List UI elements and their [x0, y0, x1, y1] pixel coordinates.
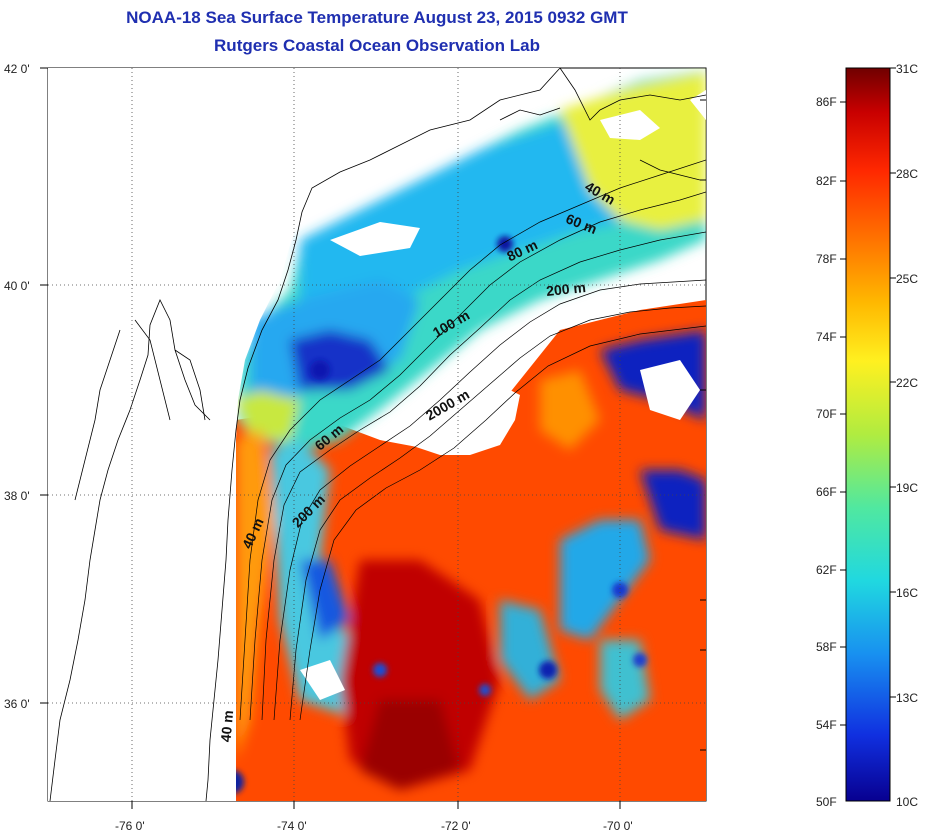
colorbar-label-c: 22C [896, 376, 918, 390]
lon-tick-label: -72 0' [441, 819, 471, 832]
colorbar-label-c: 10C [896, 795, 918, 809]
colorbar-label-c: 19C [896, 481, 918, 495]
colorbar-label-c: 13C [896, 691, 918, 705]
bathymetry-contours [239, 159, 706, 721]
cloud-patch [388, 385, 520, 455]
colorbar-label-f: 74F [816, 330, 837, 344]
map-title: NOAA-18 Sea Surface Temperature August 2… [126, 8, 628, 27]
map-subtitle: Rutgers Coastal Ocean Observation Lab [214, 36, 540, 55]
lon-tick-label: -76 0' [115, 819, 145, 832]
lat-tick-label: 36 0' [4, 697, 30, 711]
colorbar-label-f: 50F [816, 795, 837, 809]
land-area [48, 68, 560, 801]
colorbar-label-c: 25C [896, 272, 918, 286]
colorbar-label-f: 66F [816, 485, 837, 499]
colorbar-label-f: 70F [816, 407, 837, 421]
coastline [49, 68, 706, 801]
lat-tick-label: 40 0' [4, 279, 30, 293]
lon-tick-label: -70 0' [603, 819, 633, 832]
contour-label: 200 m [545, 279, 586, 299]
colorbar-label-f: 62F [816, 563, 837, 577]
contour-label: 40 m [217, 710, 236, 743]
colorbar-label-f: 78F [816, 252, 837, 266]
lat-tick-label: 42 0' [4, 62, 30, 76]
colorbar-label-f: 86F [816, 95, 837, 109]
colorbar-label-f: 54F [816, 718, 837, 732]
axis-ticks [40, 67, 706, 809]
colorbar-label-c: 31C [896, 62, 918, 76]
colorbar-label-f: 82F [816, 174, 837, 188]
colorbar [845, 67, 891, 802]
colorbar-label-f: 58F [816, 640, 837, 654]
colorbar-ticks [840, 67, 896, 726]
graticule [48, 68, 706, 801]
lon-tick-label: -74 0' [277, 819, 307, 832]
lat-tick-label: 38 0' [4, 489, 30, 503]
sst-field [48, 68, 706, 801]
colorbar-label-c: 28C [896, 167, 918, 181]
colorbar-label-c: 16C [896, 586, 918, 600]
